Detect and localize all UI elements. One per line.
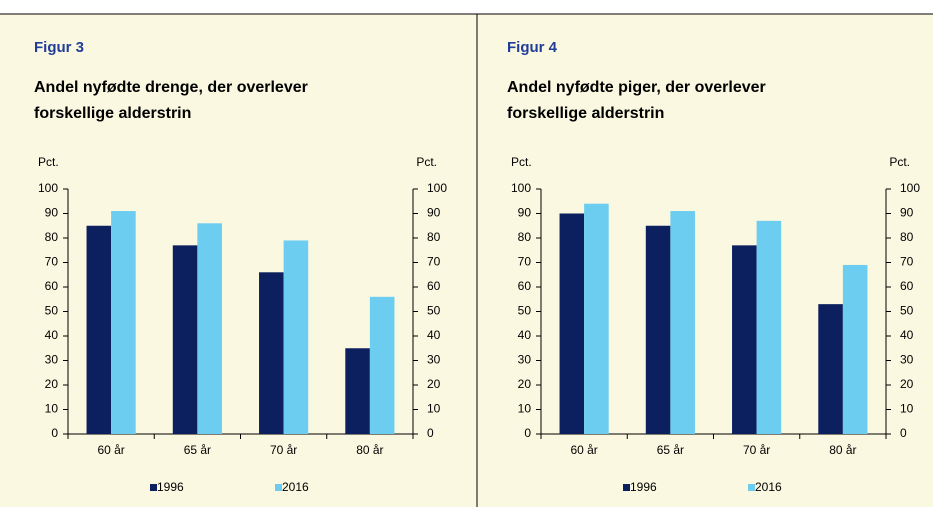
bar xyxy=(645,225,671,434)
legend-swatch xyxy=(748,484,755,491)
bar xyxy=(345,348,370,434)
bar xyxy=(732,245,757,434)
y2-tick-label: 60 xyxy=(900,279,914,293)
x-tick-label: 65 år xyxy=(657,443,684,457)
x-tick-label: 65 år xyxy=(184,443,211,457)
bar xyxy=(259,272,284,434)
y-tick-label: 40 xyxy=(518,328,532,342)
y-tick-label: 30 xyxy=(518,353,532,367)
chart-title: forskellige alderstrin xyxy=(507,105,664,122)
bar xyxy=(197,223,222,434)
legend-label: 2016 xyxy=(755,480,782,494)
y-tick-label: 0 xyxy=(524,426,531,440)
y2-tick-label: 50 xyxy=(427,304,441,318)
y2-tick-label: 0 xyxy=(900,426,907,440)
y-tick-label: 80 xyxy=(45,230,59,244)
y2-tick-label: 60 xyxy=(427,279,441,293)
y-tick-label: 80 xyxy=(518,230,532,244)
chart-title: Andel nyfødte drenge, der overlever xyxy=(34,79,308,96)
y-tick-label: 50 xyxy=(518,304,532,318)
y-tick-label: 10 xyxy=(45,402,59,416)
legend-label: 2016 xyxy=(282,480,309,494)
y-tick-label: 40 xyxy=(45,328,59,342)
y2-tick-label: 100 xyxy=(900,181,920,195)
y-tick-label: 60 xyxy=(518,279,532,293)
y2-tick-label: 20 xyxy=(427,377,441,391)
y2-tick-label: 30 xyxy=(427,353,441,367)
legend-swatch xyxy=(623,484,630,491)
y2-tick-label: 10 xyxy=(427,402,441,416)
y-tick-label: 20 xyxy=(518,377,532,391)
figure-label: Figur 3 xyxy=(34,39,84,56)
y-tick-label: 100 xyxy=(38,181,58,195)
x-tick-label: 60 år xyxy=(570,443,597,457)
legend-swatch xyxy=(275,484,282,491)
y-tick-label: 90 xyxy=(518,206,532,220)
bar xyxy=(283,240,309,434)
y2-tick-label: 70 xyxy=(427,255,441,269)
y-tick-label: 0 xyxy=(51,426,58,440)
y-tick-label: 10 xyxy=(518,402,532,416)
bar xyxy=(86,225,112,434)
y2-tick-label: 0 xyxy=(427,426,434,440)
y2-tick-label: 10 xyxy=(900,402,914,416)
x-tick-label: 60 år xyxy=(97,443,124,457)
bar xyxy=(369,296,395,434)
y-tick-label: 60 xyxy=(45,279,59,293)
x-tick-label: 70 år xyxy=(270,443,297,457)
chart-title: Andel nyfødte piger, der overlever xyxy=(507,79,766,96)
y-axis-label: Pct. xyxy=(38,155,59,169)
y2-tick-label: 40 xyxy=(900,328,914,342)
y2-tick-label: 90 xyxy=(900,206,914,220)
y2-tick-label: 20 xyxy=(900,377,914,391)
y-tick-label: 20 xyxy=(45,377,59,391)
y2-tick-label: 40 xyxy=(427,328,441,342)
y-tick-label: 70 xyxy=(518,255,532,269)
x-tick-label: 80 år xyxy=(829,443,856,457)
legend-label: 1996 xyxy=(157,480,184,494)
y2-tick-label: 80 xyxy=(427,230,441,244)
y2-tick-label: 30 xyxy=(900,353,914,367)
y-tick-label: 50 xyxy=(45,304,59,318)
x-tick-label: 80 år xyxy=(356,443,383,457)
y2-axis-label: Pct. xyxy=(416,155,437,169)
y-tick-label: 30 xyxy=(45,353,59,367)
bar xyxy=(111,211,136,434)
bar xyxy=(559,213,585,434)
y-tick-label: 90 xyxy=(45,206,59,220)
bar xyxy=(756,220,782,434)
legend-label: 1996 xyxy=(630,480,657,494)
y2-tick-label: 70 xyxy=(900,255,914,269)
y-tick-label: 100 xyxy=(511,181,531,195)
figure-label: Figur 4 xyxy=(507,39,558,56)
bar xyxy=(172,245,198,434)
x-tick-label: 70 år xyxy=(743,443,770,457)
y2-tick-label: 50 xyxy=(900,304,914,318)
bar xyxy=(842,264,868,434)
y-tick-label: 70 xyxy=(45,255,59,269)
legend-swatch xyxy=(150,484,157,491)
chart-title: forskellige alderstrin xyxy=(34,105,191,122)
y2-tick-label: 100 xyxy=(427,181,447,195)
y2-tick-label: 90 xyxy=(427,206,441,220)
bar xyxy=(818,304,843,434)
bar xyxy=(584,203,609,434)
y2-axis-label: Pct. xyxy=(889,155,910,169)
y2-tick-label: 80 xyxy=(900,230,914,244)
y-axis-label: Pct. xyxy=(511,155,532,169)
bar xyxy=(670,211,695,434)
